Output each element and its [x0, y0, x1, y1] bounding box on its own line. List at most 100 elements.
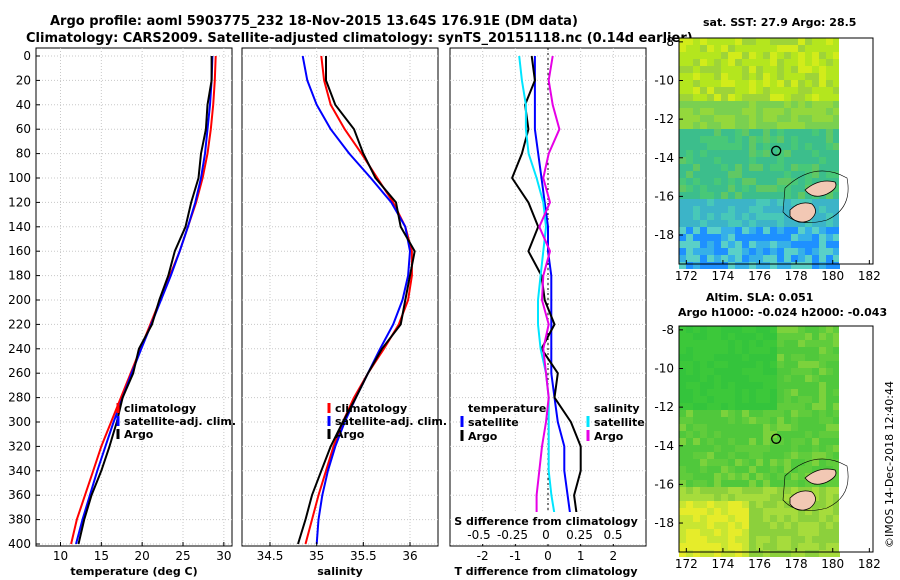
map-cell — [756, 550, 763, 557]
map-cell — [784, 361, 791, 368]
map-cell — [707, 52, 714, 59]
map-cell — [777, 529, 784, 536]
map-cell — [686, 445, 693, 452]
map-cell — [833, 389, 840, 396]
map-cell — [812, 241, 819, 248]
map-cell — [812, 143, 819, 150]
map-cell — [826, 241, 833, 248]
map-cell — [728, 241, 735, 248]
map-cell — [728, 234, 735, 241]
map-cell — [777, 543, 784, 550]
map-cell — [714, 101, 721, 108]
map-cell — [700, 94, 707, 101]
map-cell — [707, 466, 714, 473]
map-cell — [749, 417, 756, 424]
map-cell — [819, 73, 826, 80]
map-cell — [798, 340, 805, 347]
map-cell — [770, 508, 777, 515]
map-cell — [742, 94, 749, 101]
map-cell — [749, 522, 756, 529]
map-cell — [756, 326, 763, 333]
map-cell — [721, 234, 728, 241]
map-cell — [770, 38, 777, 45]
map-cell — [700, 115, 707, 122]
y-tick-label: 120 — [8, 195, 31, 209]
map-cell — [679, 480, 686, 487]
map-cell — [693, 347, 700, 354]
map-cell — [693, 220, 700, 227]
map-cell — [784, 543, 791, 550]
map-cell — [714, 396, 721, 403]
map-cell — [707, 164, 714, 171]
map-cell — [749, 122, 756, 129]
map-cell — [742, 262, 749, 269]
map-cell — [728, 94, 735, 101]
map-cell — [700, 87, 707, 94]
map-cell — [819, 424, 826, 431]
map-cell — [777, 164, 784, 171]
map-cell — [805, 417, 812, 424]
map-cell — [756, 115, 763, 122]
map-cell — [749, 255, 756, 262]
map-cell — [707, 501, 714, 508]
map-cell — [826, 234, 833, 241]
map-cell — [833, 73, 840, 80]
map-cell — [700, 459, 707, 466]
map-cell — [812, 234, 819, 241]
map-cell — [763, 122, 770, 129]
map-cell — [735, 522, 742, 529]
reef-outline — [782, 170, 849, 223]
map-cell — [714, 347, 721, 354]
map-cell — [777, 550, 784, 557]
map-cell — [721, 452, 728, 459]
map-cell — [749, 550, 756, 557]
map-cell — [749, 410, 756, 417]
map-cell — [693, 227, 700, 234]
map-cell — [749, 206, 756, 213]
map-cell — [742, 550, 749, 557]
map-cell — [777, 136, 784, 143]
map-cell — [784, 38, 791, 45]
map-cell — [819, 241, 826, 248]
map-cell — [686, 515, 693, 522]
map-cell — [798, 122, 805, 129]
map-cell — [679, 508, 686, 515]
map-cell — [700, 368, 707, 375]
map-cell — [686, 410, 693, 417]
map-cell — [707, 354, 714, 361]
map-cell — [707, 396, 714, 403]
map-cell — [700, 389, 707, 396]
map-cell — [812, 354, 819, 361]
map-cell — [700, 255, 707, 262]
map-cell — [770, 234, 777, 241]
map-cell — [707, 248, 714, 255]
map-cell — [728, 389, 735, 396]
map-cell — [700, 234, 707, 241]
map-cell — [742, 59, 749, 66]
map-cell — [826, 424, 833, 431]
map-cell — [707, 522, 714, 529]
map-cell — [763, 262, 770, 269]
map-cell — [763, 52, 770, 59]
map-cell — [819, 354, 826, 361]
map-cell — [693, 354, 700, 361]
map-cell — [812, 501, 819, 508]
map-cell — [798, 480, 805, 487]
map-cell — [742, 213, 749, 220]
map-cell — [798, 473, 805, 480]
map-cell — [679, 143, 686, 150]
map-cell — [784, 382, 791, 389]
map-cell — [693, 410, 700, 417]
map-cell — [826, 136, 833, 143]
map-cell — [700, 522, 707, 529]
map-cell — [756, 501, 763, 508]
map-cell — [763, 403, 770, 410]
map-cell — [700, 333, 707, 340]
map-cell — [798, 375, 805, 382]
map-cell — [700, 108, 707, 115]
map-cell — [714, 129, 721, 136]
map-cell — [756, 108, 763, 115]
map-cell — [819, 340, 826, 347]
map-cell — [749, 227, 756, 234]
